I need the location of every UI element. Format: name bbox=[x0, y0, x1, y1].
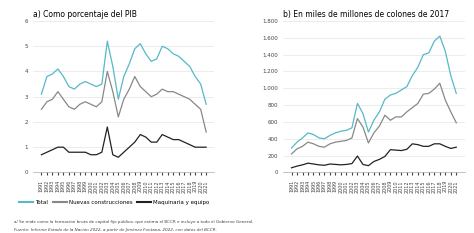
Text: a/ Se mide como la formación bruta de capital fijo pública, que estima el BCCR e: a/ Se mide como la formación bruta de ca… bbox=[14, 219, 254, 223]
Text: a) Como porcentaje del PIB: a) Como porcentaje del PIB bbox=[33, 10, 137, 19]
Text: b) En miles de millones de colones de 2017: b) En miles de millones de colones de 20… bbox=[283, 10, 449, 19]
Legend: Total, Nuevas construcciones, Maquinaria y equipo: Total, Nuevas construcciones, Maquinaria… bbox=[17, 198, 211, 207]
Text: Fuente: Informe Estado de la Nación 2022, a partir de Jiménez Fontana, 2022, con: Fuente: Informe Estado de la Nación 2022… bbox=[14, 228, 217, 232]
